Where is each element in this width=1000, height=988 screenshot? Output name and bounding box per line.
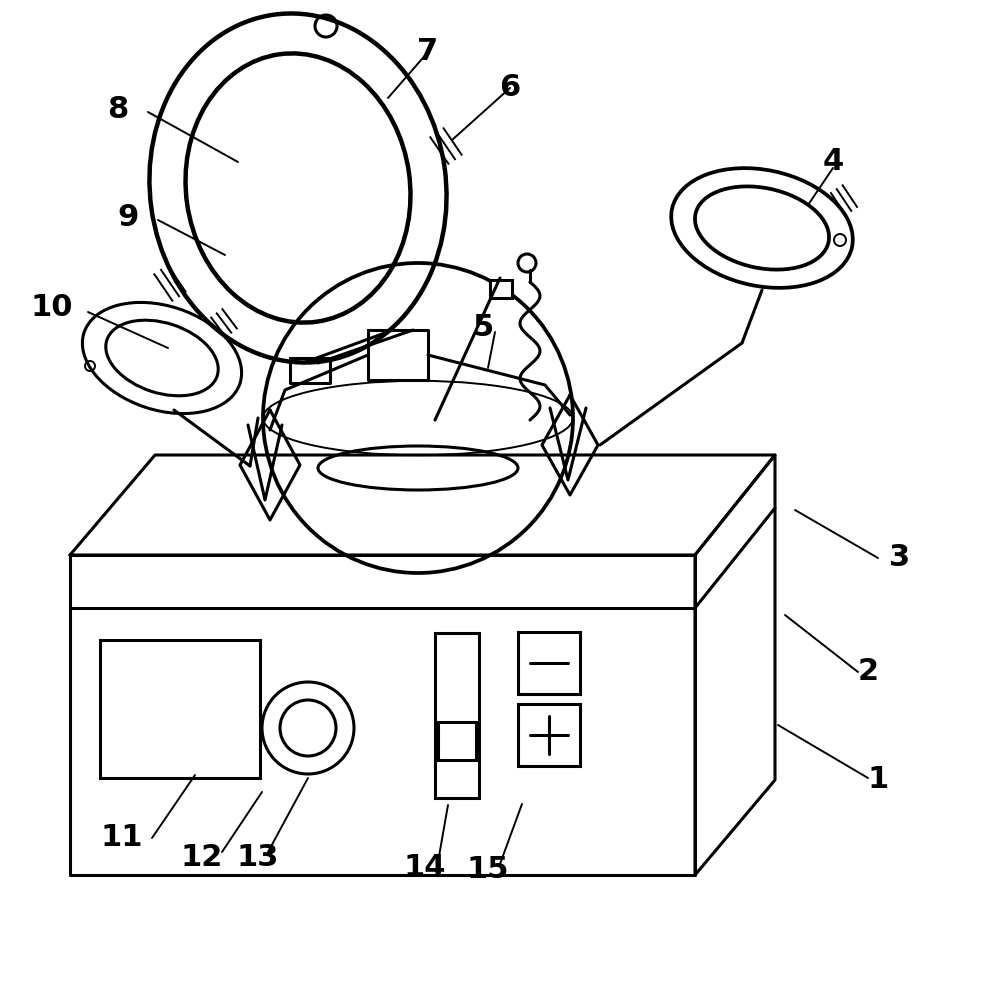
Text: 2: 2 xyxy=(857,657,879,687)
Text: 9: 9 xyxy=(117,204,139,232)
Bar xyxy=(438,722,476,760)
Text: 10: 10 xyxy=(31,293,73,322)
Bar xyxy=(490,280,512,298)
Text: 11: 11 xyxy=(101,824,143,853)
Text: 3: 3 xyxy=(889,543,911,572)
Text: 4: 4 xyxy=(822,147,844,177)
Text: 1: 1 xyxy=(867,766,889,794)
Text: 6: 6 xyxy=(499,73,521,103)
Bar xyxy=(100,640,260,778)
Text: 13: 13 xyxy=(237,844,279,872)
Bar xyxy=(518,632,580,694)
Text: 14: 14 xyxy=(404,854,446,882)
Text: 7: 7 xyxy=(417,38,439,66)
Bar xyxy=(435,633,479,798)
Text: 15: 15 xyxy=(467,856,509,884)
Bar xyxy=(518,704,580,766)
Text: 12: 12 xyxy=(181,844,223,872)
Text: 5: 5 xyxy=(472,313,494,343)
Text: 8: 8 xyxy=(107,96,129,124)
